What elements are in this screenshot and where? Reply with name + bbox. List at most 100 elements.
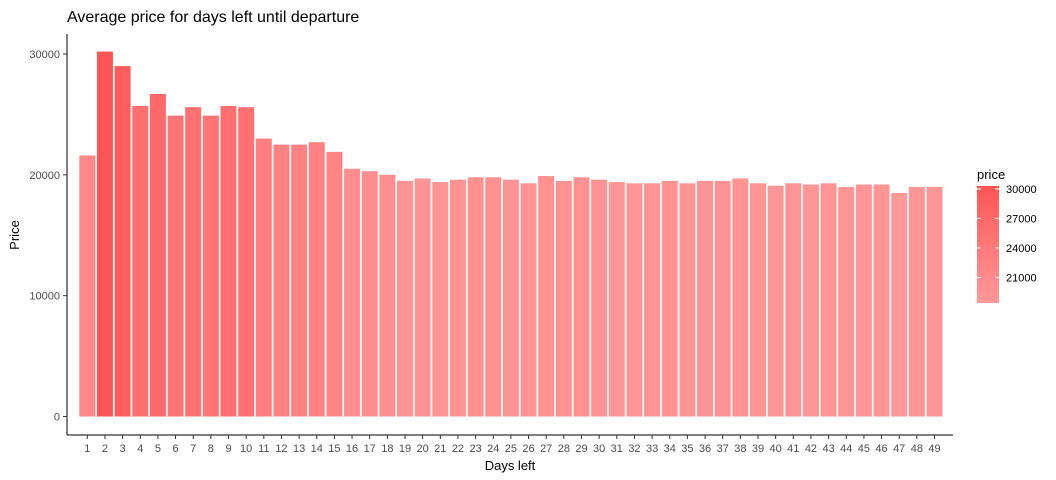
x-tick-label: 27 xyxy=(540,443,552,455)
bar-day-11 xyxy=(255,138,272,417)
x-tick-label: 15 xyxy=(328,443,340,455)
bar-day-22 xyxy=(449,179,466,417)
bar-day-18 xyxy=(379,174,396,417)
x-tick-label: 18 xyxy=(381,443,393,455)
bar-day-30 xyxy=(591,179,608,417)
bar-day-19 xyxy=(397,180,413,417)
bar-day-26 xyxy=(520,183,537,417)
bar-day-35 xyxy=(679,183,696,417)
bar-day-31 xyxy=(608,182,625,417)
x-tick-label: 36 xyxy=(699,443,711,455)
bar-day-28 xyxy=(555,180,572,417)
x-tick-label: 7 xyxy=(190,443,196,455)
bar-day-46 xyxy=(873,184,890,417)
legend-label: 24000 xyxy=(1006,243,1037,255)
x-tick-label: 38 xyxy=(734,443,746,455)
bar-day-16 xyxy=(344,168,361,417)
y-tick-label: 20000 xyxy=(29,170,60,182)
x-tick-label: 19 xyxy=(399,443,411,455)
x-tick-label: 23 xyxy=(469,443,481,455)
bar-day-1 xyxy=(79,155,96,417)
legend-title: price xyxy=(977,167,1005,182)
y-tick-label: 0 xyxy=(54,412,60,424)
bar-day-40 xyxy=(767,185,784,417)
x-tick-label: 45 xyxy=(858,443,870,455)
bar-day-37 xyxy=(714,180,731,417)
x-tick-label: 13 xyxy=(293,443,305,455)
x-axis: 1 2 3 4 5 6 7 8 9 10 11 12 13 14 15 16 17 18 19 20 21 22 23 24 2… xyxy=(67,434,953,455)
x-tick-label: 44 xyxy=(840,443,852,455)
bar-day-44 xyxy=(838,186,855,417)
x-tick-label: 21 xyxy=(434,443,446,455)
bar-day-41 xyxy=(785,183,802,417)
bar-day-3 xyxy=(114,66,131,417)
bar-day-21 xyxy=(432,182,449,417)
y-tick-label: 30000 xyxy=(29,49,60,61)
bar-day-20 xyxy=(414,178,431,417)
x-tick-label: 2 xyxy=(102,443,108,455)
bar-day-2 xyxy=(96,51,113,417)
x-tick-label: 37 xyxy=(717,443,729,455)
x-tick-label: 9 xyxy=(225,443,231,455)
bar-day-45 xyxy=(855,184,872,417)
bar-day-48 xyxy=(908,186,925,417)
bar-day-14 xyxy=(308,142,325,417)
bar-day-17 xyxy=(361,171,378,417)
bar-day-10 xyxy=(238,107,255,417)
bar-day-36 xyxy=(697,180,714,417)
x-axis-title: Days left xyxy=(485,458,536,473)
bar-day-29 xyxy=(573,177,590,417)
x-tick-label: 39 xyxy=(752,443,764,455)
bar-day-24 xyxy=(485,177,502,417)
bar-day-27 xyxy=(538,176,555,417)
x-tick-label: 31 xyxy=(611,443,623,455)
y-axis-title: Price xyxy=(7,220,22,250)
bar-day-23 xyxy=(467,177,484,417)
x-tick-label: 22 xyxy=(452,443,464,455)
x-tick-label: 11 xyxy=(258,443,269,455)
x-tick-label: 43 xyxy=(822,443,834,455)
x-tick-label: 8 xyxy=(208,443,214,455)
bar-day-49 xyxy=(926,186,943,417)
x-tick-label: 33 xyxy=(646,443,658,455)
x-tick-label: 41 xyxy=(787,443,799,455)
y-axis: 0 10000 20000 30000 xyxy=(29,34,68,435)
x-tick-label: 6 xyxy=(172,443,178,455)
bar-day-42 xyxy=(802,184,819,417)
bar-day-38 xyxy=(732,178,749,417)
chart-title: Average price for days left until depart… xyxy=(67,9,359,26)
bar-day-8 xyxy=(202,115,219,417)
x-tick-label: 4 xyxy=(137,443,143,455)
bar-day-33 xyxy=(644,183,661,417)
legend-label: 27000 xyxy=(1006,213,1037,225)
bar-day-9 xyxy=(220,105,237,417)
plot-area xyxy=(79,51,943,417)
bar-day-6 xyxy=(167,115,184,417)
x-tick-label: 12 xyxy=(275,443,287,455)
x-tick-label: 24 xyxy=(487,443,499,455)
legend-color-bar xyxy=(977,186,999,303)
legend-label: 21000 xyxy=(1006,272,1037,284)
bar-day-43 xyxy=(820,183,837,417)
x-tick-label: 42 xyxy=(805,443,817,455)
legend-label: 30000 xyxy=(1006,184,1037,196)
x-tick-label: 49 xyxy=(928,443,940,455)
x-tick-label: 29 xyxy=(575,443,587,455)
bar-day-34 xyxy=(661,180,678,417)
bar-day-7 xyxy=(185,107,202,417)
bar-day-39 xyxy=(750,183,766,417)
x-tick-label: 34 xyxy=(664,443,676,455)
x-tick-label: 26 xyxy=(522,443,534,455)
bar-day-47 xyxy=(891,192,908,417)
bar-day-4 xyxy=(132,105,149,417)
x-tick-label: 48 xyxy=(911,443,923,455)
x-tick-label: 17 xyxy=(364,443,376,455)
x-tick-label: 14 xyxy=(311,443,323,455)
x-tick-label: 32 xyxy=(628,443,640,455)
x-tick-label: 47 xyxy=(893,443,905,455)
x-tick-label: 46 xyxy=(875,443,887,455)
x-tick-label: 10 xyxy=(240,443,252,455)
bar-day-32 xyxy=(626,183,643,417)
bar-day-25 xyxy=(502,179,519,417)
